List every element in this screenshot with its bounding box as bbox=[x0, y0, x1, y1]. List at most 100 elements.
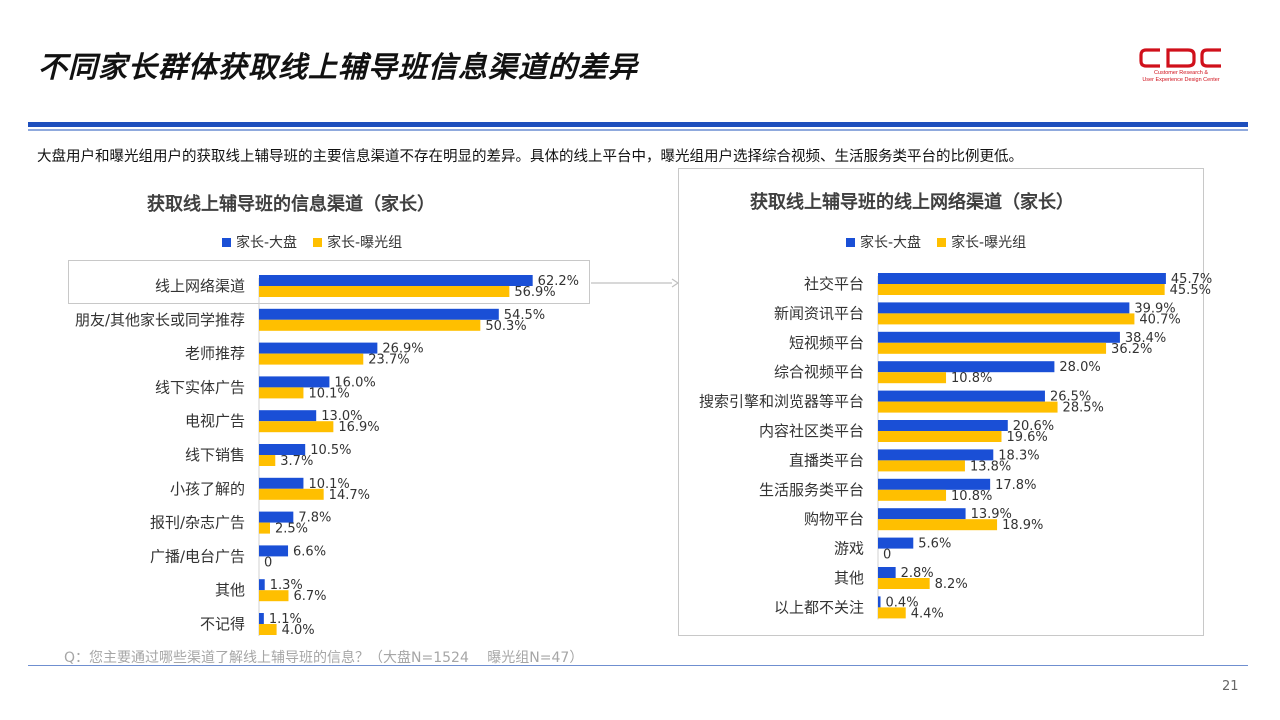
connector-arrow bbox=[591, 278, 680, 288]
data-label: 56.9% bbox=[514, 285, 555, 300]
bar-series-2 bbox=[878, 519, 998, 531]
bar-series-1 bbox=[878, 302, 1130, 314]
category-label: 广播/电台广告 bbox=[150, 547, 245, 565]
bar-series-2 bbox=[259, 624, 277, 635]
data-label: 14.7% bbox=[329, 488, 370, 503]
bar-series-1 bbox=[259, 477, 304, 489]
data-label: 7.8% bbox=[298, 511, 331, 526]
arrow-head-icon bbox=[671, 278, 680, 288]
bar-series-2 bbox=[259, 455, 276, 466]
bar-series-1 bbox=[259, 613, 264, 624]
data-label: 10.8% bbox=[951, 489, 992, 504]
right-chart-legend: 家长-大盘 家长-曝光组 bbox=[846, 232, 1026, 252]
bar-series-1 bbox=[878, 478, 991, 490]
data-label: 1.1% bbox=[269, 612, 302, 627]
data-label: 13.9% bbox=[971, 507, 1012, 522]
right-bar-chart: 社交平台 45.7%45.5% 新闻资讯平台 39.9%40.7% 短视频平台 38.4%… bbox=[699, 272, 1212, 621]
bar-series-1 bbox=[878, 390, 1045, 402]
bar-series-2 bbox=[259, 387, 304, 399]
bar-series-1 bbox=[259, 308, 499, 320]
data-label: 45.5% bbox=[1170, 283, 1211, 298]
cdc-logo-mark bbox=[1139, 48, 1221, 68]
logo: Customer Research & User Experience Desi… bbox=[1138, 46, 1233, 90]
legend-label: 家长-曝光组 bbox=[951, 235, 1027, 251]
bar-series-2 bbox=[259, 421, 334, 433]
bar-series-2 bbox=[878, 607, 906, 619]
bar-series-1 bbox=[878, 420, 1008, 431]
bar-series-1 bbox=[878, 273, 1166, 284]
data-label: 36.2% bbox=[1111, 342, 1152, 357]
data-label: 8.2% bbox=[935, 577, 968, 592]
category-label: 线下实体广告 bbox=[155, 378, 245, 396]
legend-label: 家长-大盘 bbox=[236, 235, 298, 251]
legend-swatch-yellow bbox=[937, 237, 947, 247]
data-label: 28.0% bbox=[1059, 360, 1100, 375]
data-label: 10.1% bbox=[308, 477, 349, 492]
logo-text-line2: User Experience Design Center bbox=[1142, 76, 1220, 83]
category-label: 游戏 bbox=[834, 540, 864, 558]
bar-series-1 bbox=[259, 275, 533, 286]
left-chart-legend: 家长-大盘 家长-曝光组 bbox=[222, 232, 402, 252]
right-chart-panel bbox=[678, 168, 1204, 636]
bar-series-2 bbox=[878, 460, 965, 472]
bar-series-2 bbox=[878, 401, 1058, 413]
category-label: 线上网络渠道 bbox=[155, 277, 245, 295]
category-label: 电视广告 bbox=[185, 412, 245, 430]
data-label: 18.9% bbox=[1002, 518, 1043, 533]
bar-series-2 bbox=[878, 578, 930, 589]
highlight-box-online-channel bbox=[68, 260, 590, 304]
bar-series-1 bbox=[878, 596, 881, 608]
legend-label: 家长-曝光组 bbox=[327, 235, 403, 251]
bar-series-2 bbox=[259, 522, 270, 534]
bar-series-2 bbox=[259, 286, 510, 297]
data-label: 28.5% bbox=[1063, 401, 1104, 416]
bar-series-2 bbox=[878, 372, 947, 384]
data-label: 1.3% bbox=[270, 578, 303, 593]
category-label: 以上都不关注 bbox=[774, 598, 864, 616]
category-label: 综合视频平台 bbox=[774, 363, 864, 381]
data-label: 20.6% bbox=[1013, 419, 1054, 434]
header-rule bbox=[28, 122, 1248, 127]
bar-series-1 bbox=[878, 537, 914, 549]
bar-series-1 bbox=[259, 579, 265, 591]
bar-series-2 bbox=[878, 313, 1135, 325]
data-label: 10.5% bbox=[310, 443, 351, 458]
data-label: 40.7% bbox=[1139, 312, 1180, 327]
category-label: 短视频平台 bbox=[789, 334, 864, 352]
data-label: 13.0% bbox=[321, 409, 362, 424]
bar-series-1 bbox=[878, 361, 1055, 373]
bar-series-2 bbox=[259, 319, 481, 331]
bar-series-2 bbox=[259, 590, 289, 602]
legend-label: 家长-大盘 bbox=[860, 235, 922, 251]
data-label: 6.7% bbox=[293, 589, 326, 604]
bar-series-2 bbox=[878, 284, 1165, 295]
data-label: 45.7% bbox=[1171, 272, 1212, 287]
data-label: 13.8% bbox=[970, 459, 1011, 474]
data-label: 62.2% bbox=[538, 274, 579, 289]
data-label: 19.6% bbox=[1006, 430, 1047, 445]
category-label: 直播类平台 bbox=[789, 451, 864, 469]
data-label: 23.7% bbox=[368, 353, 409, 368]
category-label: 搜索引擎和浏览器等平台 bbox=[699, 393, 864, 411]
category-label: 老师推荐 bbox=[185, 345, 245, 363]
bar-series-1 bbox=[878, 449, 994, 461]
bar-series-1 bbox=[259, 376, 330, 388]
data-label: 26.5% bbox=[1050, 390, 1091, 405]
bar-series-2 bbox=[878, 342, 1107, 354]
bar-series-2 bbox=[878, 489, 947, 501]
data-label: 4.0% bbox=[282, 623, 315, 638]
data-label: 0 bbox=[264, 555, 272, 570]
category-label: 不记得 bbox=[200, 615, 245, 633]
data-label: 17.8% bbox=[995, 478, 1036, 493]
category-label: 其他 bbox=[834, 569, 864, 587]
legend-item-series-1: 家长-大盘 bbox=[846, 232, 921, 252]
data-label: 26.9% bbox=[382, 342, 423, 357]
bar-series-2 bbox=[259, 488, 324, 500]
bar-series-1 bbox=[878, 567, 896, 578]
category-label: 购物平台 bbox=[804, 510, 864, 528]
category-label: 朋友/其他家长或同学推荐 bbox=[75, 311, 245, 329]
data-label: 2.5% bbox=[275, 522, 308, 537]
bar-series-1 bbox=[259, 410, 317, 422]
legend-swatch-yellow bbox=[313, 237, 323, 247]
